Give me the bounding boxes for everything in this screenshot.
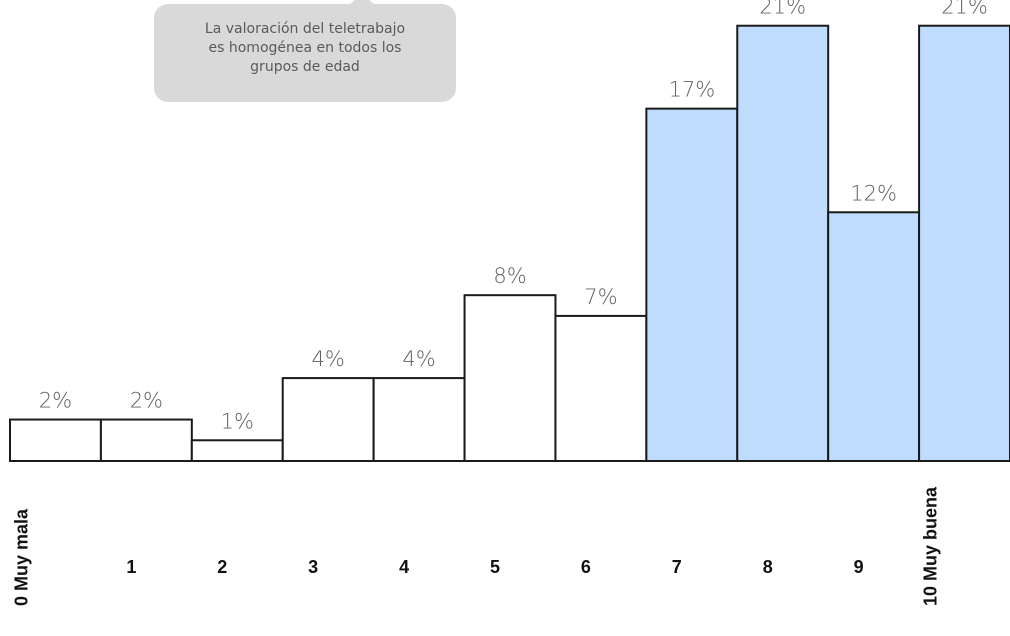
value-label-10: 21% xyxy=(941,0,988,19)
value-label-1: 2% xyxy=(130,389,163,413)
value-label-0: 2% xyxy=(39,389,72,413)
annotation-callout-pointer xyxy=(350,0,374,4)
bar-7 xyxy=(645,107,739,462)
bar-1 xyxy=(99,418,193,462)
value-label-4: 4% xyxy=(402,347,435,371)
bar-3 xyxy=(281,377,375,462)
bar-8 xyxy=(736,24,830,462)
category-labels: 0 Muy mala 1 2 3 4 5 6 7 8 9 10 Muy buena xyxy=(11,486,940,606)
value-label-3: 4% xyxy=(312,347,345,371)
category-label-1: 1 xyxy=(126,557,136,577)
value-labels: 2% 2% 1% 4% 4% 8% 7% 17% 21% 12% 21% xyxy=(39,0,988,433)
value-label-7: 17% xyxy=(668,78,715,102)
annotation-callout: La valoración del teletrabajo es homogén… xyxy=(154,0,456,102)
category-label-5: 5 xyxy=(490,557,500,577)
value-label-2: 1% xyxy=(221,409,254,433)
category-label-4: 4 xyxy=(399,557,409,577)
annotation-line-1: La valoración del teletrabajo xyxy=(204,21,406,37)
bar-4 xyxy=(372,377,466,462)
bar-2 xyxy=(190,439,284,462)
bar-9 xyxy=(827,211,921,462)
category-label-3: 3 xyxy=(308,557,318,577)
category-label-0: 0 Muy mala xyxy=(11,508,31,606)
bar-0 xyxy=(9,418,102,462)
category-label-10: 10 Muy buena xyxy=(921,486,941,606)
value-label-9: 12% xyxy=(850,181,897,205)
annotation-line-3: grupos de edad xyxy=(250,59,360,75)
category-label-9: 9 xyxy=(854,557,864,577)
annotation-line-2: es homogénea en todos los xyxy=(208,40,402,56)
value-label-6: 7% xyxy=(584,285,617,309)
value-label-8: 21% xyxy=(759,0,806,19)
bar-6 xyxy=(554,314,648,462)
category-label-8: 8 xyxy=(763,557,773,577)
value-label-5: 8% xyxy=(493,264,526,288)
category-label-7: 7 xyxy=(672,557,682,577)
category-label-2: 2 xyxy=(217,557,227,577)
bars xyxy=(9,24,1010,462)
category-label-6: 6 xyxy=(581,557,591,577)
bar-10 xyxy=(918,24,1010,462)
bar-5 xyxy=(463,294,557,462)
